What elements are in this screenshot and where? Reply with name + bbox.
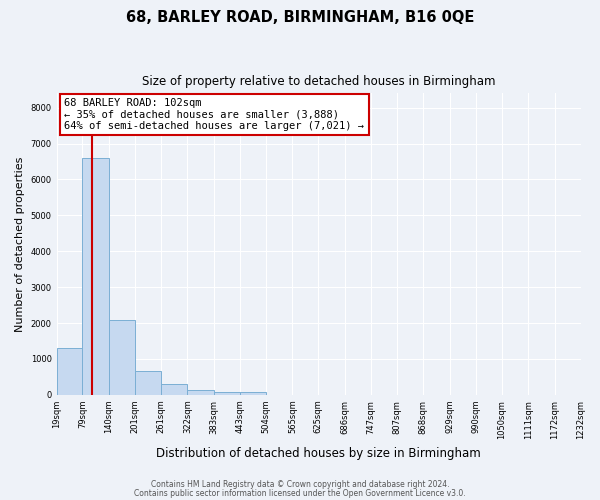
Text: Contains HM Land Registry data © Crown copyright and database right 2024.: Contains HM Land Registry data © Crown c… (151, 480, 449, 489)
Bar (214, 392, 239, 395)
X-axis label: Distribution of detached houses by size in Birmingham: Distribution of detached houses by size … (156, 447, 481, 460)
Y-axis label: Number of detached properties: Number of detached properties (15, 156, 25, 332)
Bar (239, 392, 266, 395)
Text: Contains public sector information licensed under the Open Government Licence v3: Contains public sector information licen… (134, 489, 466, 498)
Bar (161, 384, 187, 395)
Text: 68, BARLEY ROAD, BIRMINGHAM, B16 0QE: 68, BARLEY ROAD, BIRMINGHAM, B16 0QE (126, 10, 474, 25)
Bar (82, 158, 109, 395)
Bar (187, 390, 214, 395)
Bar (56, 348, 82, 395)
Title: Size of property relative to detached houses in Birmingham: Size of property relative to detached ho… (142, 75, 495, 88)
Text: 68 BARLEY ROAD: 102sqm
← 35% of detached houses are smaller (3,888)
64% of semi-: 68 BARLEY ROAD: 102sqm ← 35% of detached… (64, 98, 364, 131)
Bar (109, 320, 135, 395)
Bar (135, 372, 161, 395)
